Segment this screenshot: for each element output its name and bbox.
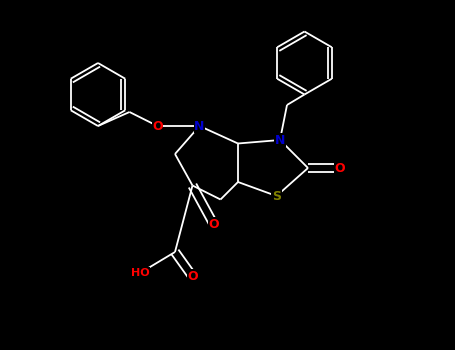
Text: O: O [208, 217, 219, 231]
Text: HO: HO [131, 268, 149, 278]
Text: N: N [275, 133, 285, 147]
Text: O: O [334, 161, 345, 175]
Text: O: O [152, 119, 163, 133]
Text: S: S [272, 189, 281, 203]
Text: O: O [187, 270, 198, 283]
Text: N: N [194, 119, 205, 133]
